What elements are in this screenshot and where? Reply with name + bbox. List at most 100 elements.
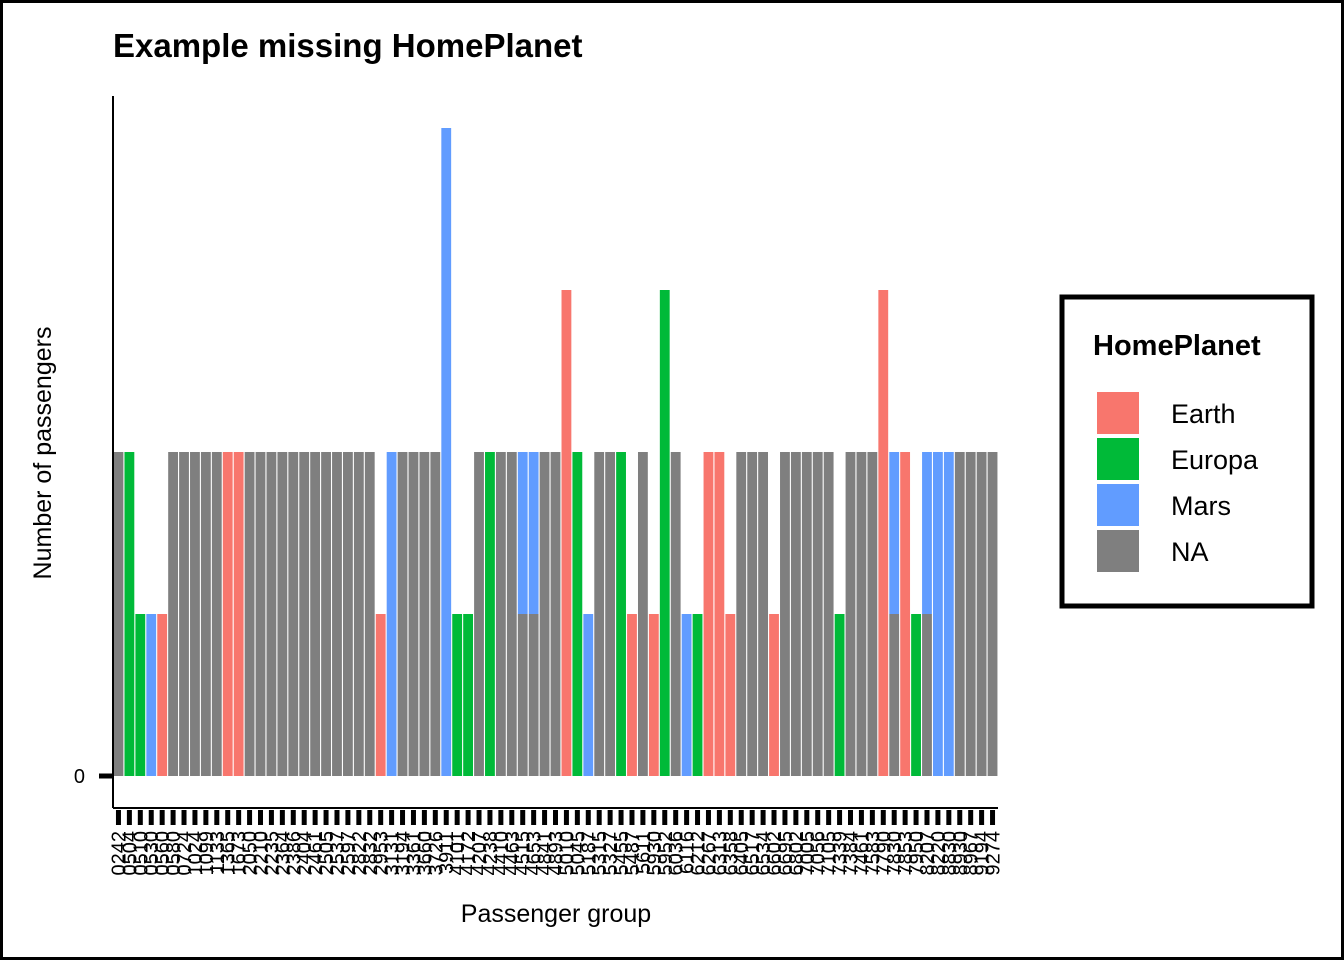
bar-na-2505 bbox=[321, 452, 331, 776]
bar-mars-3911 bbox=[441, 128, 452, 776]
bar-na-8930 bbox=[954, 452, 965, 776]
bar-na-4893 bbox=[550, 452, 561, 776]
bar-earth-7853 bbox=[900, 452, 911, 776]
bar-na-2235 bbox=[266, 452, 277, 776]
bar-europa-5455 bbox=[616, 452, 626, 776]
x-axis-ticks: 0242050405100530056005800724102410991133… bbox=[108, 810, 1005, 876]
bar-na-2822 bbox=[353, 452, 364, 776]
bar-earth-2953 bbox=[375, 614, 386, 776]
x-tick-label: 6313 bbox=[709, 831, 731, 876]
x-tick-label: 2461 bbox=[305, 831, 327, 876]
x-tick-label: 0242 bbox=[108, 831, 130, 876]
y-axis-title: Number of passengers bbox=[29, 327, 57, 580]
bar-na-7056 bbox=[812, 452, 823, 776]
bar-na-6517 bbox=[747, 452, 758, 776]
x-tick-label: 4238 bbox=[480, 831, 502, 876]
x-tick-label: 2386 bbox=[283, 831, 305, 876]
x-tick-label: 6534 bbox=[753, 831, 775, 876]
x-tick-label: 4463 bbox=[502, 831, 524, 876]
bar-na-4653 bbox=[528, 614, 539, 776]
x-tick-label: 0504 bbox=[119, 831, 141, 876]
bar-na-4463 bbox=[506, 452, 517, 776]
bar-na-9274 bbox=[987, 452, 998, 776]
x-tick-label: 1133 bbox=[207, 831, 229, 874]
bar-mars-6116 bbox=[681, 614, 692, 776]
x-tick-label: 0580 bbox=[163, 831, 185, 876]
x-tick-label: 3131 bbox=[382, 831, 404, 876]
bar-na-8967 bbox=[965, 452, 976, 776]
x-tick-label: 5952 bbox=[655, 831, 677, 876]
x-tick-label: 6212 bbox=[688, 831, 710, 876]
bar-earth-5930 bbox=[648, 614, 659, 776]
bar-na-2364 bbox=[277, 452, 288, 776]
x-tick-label: 2537 bbox=[327, 831, 349, 876]
bar-earth-1365 bbox=[222, 452, 233, 776]
x-tick-label: 7339 bbox=[830, 831, 852, 876]
x-tick-label: 6695 bbox=[775, 831, 797, 876]
x-tick-label: 4207 bbox=[469, 831, 491, 876]
bar-na-7384 bbox=[845, 452, 856, 776]
bar-na-2597 bbox=[342, 452, 353, 776]
x-tick-label: 0510 bbox=[130, 831, 152, 876]
x-tick-label: 4101 bbox=[447, 831, 469, 876]
x-tick-label: 6802 bbox=[786, 831, 808, 876]
x-tick-label: 5487 bbox=[622, 831, 644, 876]
bar-earth-5487 bbox=[627, 614, 637, 776]
bar-na-7830 bbox=[889, 614, 900, 776]
bar-na-5315 bbox=[594, 452, 605, 776]
x-tick-label: 3726 bbox=[425, 831, 447, 876]
bar-europa-7339 bbox=[834, 614, 845, 776]
bar-na-1099 bbox=[200, 452, 211, 776]
bar-mars-8220 bbox=[932, 452, 943, 776]
x-tick-label: 9194 bbox=[972, 831, 994, 876]
plot-area bbox=[113, 128, 998, 776]
legend-label-europa: Europa bbox=[1171, 445, 1259, 475]
bar-earth-6267 bbox=[703, 452, 714, 776]
bar-na-5327 bbox=[605, 452, 616, 776]
bar-na-7105 bbox=[823, 452, 834, 776]
legend-entries: Earth Europa Mars NA bbox=[1097, 392, 1259, 572]
bar-earth-5010 bbox=[561, 290, 572, 776]
x-tick-label: 2597 bbox=[338, 831, 360, 876]
bar-europa-0510 bbox=[135, 614, 146, 776]
x-tick-label: 3911 bbox=[436, 831, 458, 874]
bar-na-8207 bbox=[922, 614, 932, 776]
bar-europa-4238 bbox=[485, 452, 495, 776]
x-tick-label: 9274 bbox=[983, 831, 1005, 876]
legend-title: HomePlanet bbox=[1093, 330, 1261, 362]
x-tick-label: 1673 bbox=[229, 831, 251, 876]
x-tick-label: 6267 bbox=[698, 831, 720, 876]
x-tick-label: 7105 bbox=[819, 831, 841, 876]
x-tick-label: 0724 bbox=[174, 831, 196, 876]
legend: HomePlanet Earth Europa Mars NA bbox=[1059, 294, 1315, 609]
x-tick-label: 1099 bbox=[196, 831, 218, 876]
x-tick-label: 7790 bbox=[873, 831, 895, 876]
bar-mars-3131 bbox=[386, 452, 397, 776]
x-tick-label: 8220 bbox=[928, 831, 950, 876]
bar-na-4410 bbox=[495, 452, 506, 776]
legend-label-na: NA bbox=[1171, 537, 1209, 567]
x-tick-label: 5455 bbox=[611, 831, 633, 876]
bar-na-2386 bbox=[288, 452, 299, 776]
x-tick-label: 7830 bbox=[884, 831, 906, 876]
x-tick-label: 5315 bbox=[589, 831, 611, 876]
bar-earth-7790 bbox=[878, 290, 889, 776]
y-axis-ticks: 0 bbox=[74, 766, 113, 788]
bar-na-2210 bbox=[255, 452, 266, 776]
bar-na-7005 bbox=[801, 452, 812, 776]
x-tick-label: 2832 bbox=[360, 831, 382, 876]
legend-label-mars: Mars bbox=[1171, 491, 1231, 521]
bar-na-3194 bbox=[397, 452, 408, 776]
x-tick-label: 4653 bbox=[524, 831, 546, 876]
x-tick-label: 2822 bbox=[349, 831, 371, 876]
x-tick-label: 5010 bbox=[556, 831, 578, 876]
x-tick-label: 3361 bbox=[403, 831, 425, 876]
x-tick-label: 7583 bbox=[862, 831, 884, 876]
x-tick-label: 6517 bbox=[742, 831, 764, 876]
bar-na-3660 bbox=[419, 452, 430, 776]
legend-label-earth: Earth bbox=[1171, 399, 1236, 429]
legend-swatch-na bbox=[1097, 530, 1139, 572]
x-tick-label: 7384 bbox=[841, 831, 863, 876]
bar-mars-0530 bbox=[146, 614, 157, 776]
